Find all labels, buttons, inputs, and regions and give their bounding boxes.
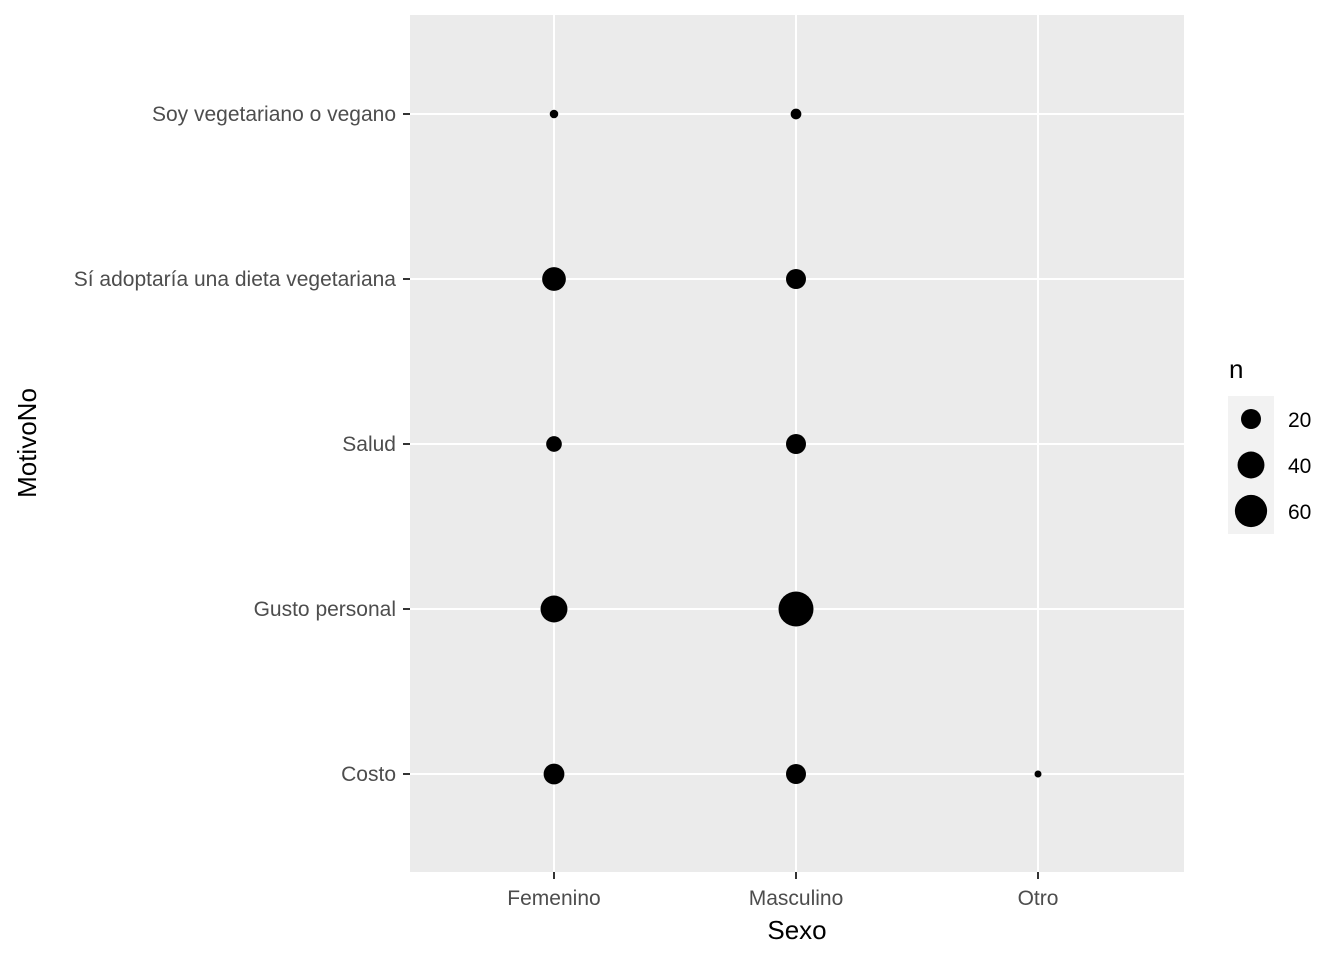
legend-key bbox=[1241, 409, 1261, 429]
data-point bbox=[786, 764, 806, 784]
data-point bbox=[778, 591, 814, 627]
y-tick-label: Sí adoptaría una dieta vegetariana bbox=[74, 268, 397, 291]
x-tick-label: Otro bbox=[1018, 887, 1059, 910]
y-tick-label: Salud bbox=[342, 433, 396, 456]
data-points bbox=[540, 108, 1042, 785]
data-point bbox=[543, 763, 565, 785]
legend-key bbox=[1234, 494, 1268, 528]
data-point bbox=[546, 436, 562, 452]
y-axis-title: MotivoNo bbox=[12, 388, 42, 498]
y-tick-label: Soy vegetariano o vegano bbox=[152, 103, 396, 126]
size-legend: n 20 40 60 bbox=[1228, 354, 1311, 534]
data-point bbox=[786, 434, 806, 454]
y-tick-label: Gusto personal bbox=[254, 598, 396, 621]
legend-label: 60 bbox=[1288, 501, 1311, 524]
legend-items: 20 40 60 bbox=[1234, 409, 1311, 528]
x-tick-label: Femenino bbox=[507, 887, 600, 910]
legend-key bbox=[1237, 451, 1265, 479]
data-point bbox=[790, 108, 802, 120]
legend-title: n bbox=[1229, 354, 1243, 384]
y-tick-label: Costo bbox=[341, 763, 396, 786]
legend-label: 40 bbox=[1288, 455, 1311, 478]
x-axis-title: Sexo bbox=[767, 915, 826, 945]
y-axis-ticks: Costo Gusto personal Salud Sí adoptaría una… bbox=[74, 103, 410, 786]
x-tick-label: Masculino bbox=[749, 887, 844, 910]
x-axis-ticks: Femenino Masculino Otro bbox=[507, 872, 1058, 910]
data-point bbox=[1034, 770, 1042, 778]
data-point bbox=[542, 267, 566, 291]
legend-label: 20 bbox=[1288, 409, 1311, 432]
data-point bbox=[540, 595, 568, 623]
data-point bbox=[549, 109, 559, 119]
data-point bbox=[786, 269, 806, 289]
